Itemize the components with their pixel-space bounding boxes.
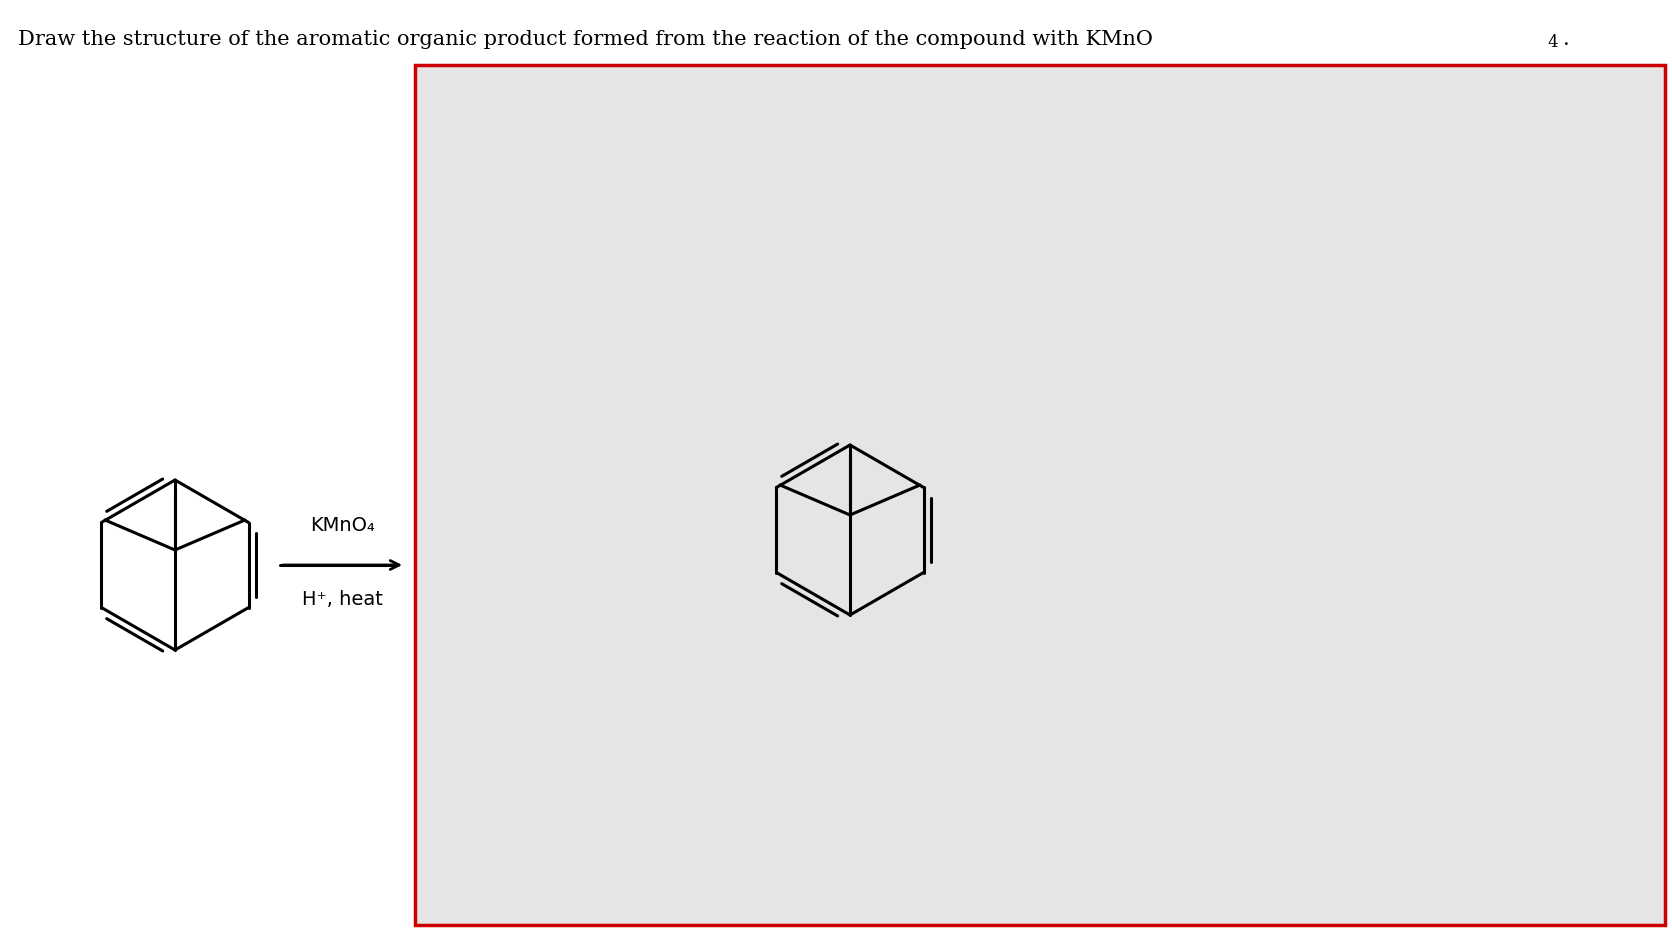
Bar [415,65,1665,925]
Text: KMnO₄: KMnO₄ [309,516,375,535]
Text: .: . [1563,30,1570,49]
Text: 4: 4 [1547,34,1558,51]
Text: H⁺, heat: H⁺, heat [301,590,383,609]
Text: Draw the structure of the aromatic organic product formed from the reaction of t: Draw the structure of the aromatic organ… [18,30,1154,49]
